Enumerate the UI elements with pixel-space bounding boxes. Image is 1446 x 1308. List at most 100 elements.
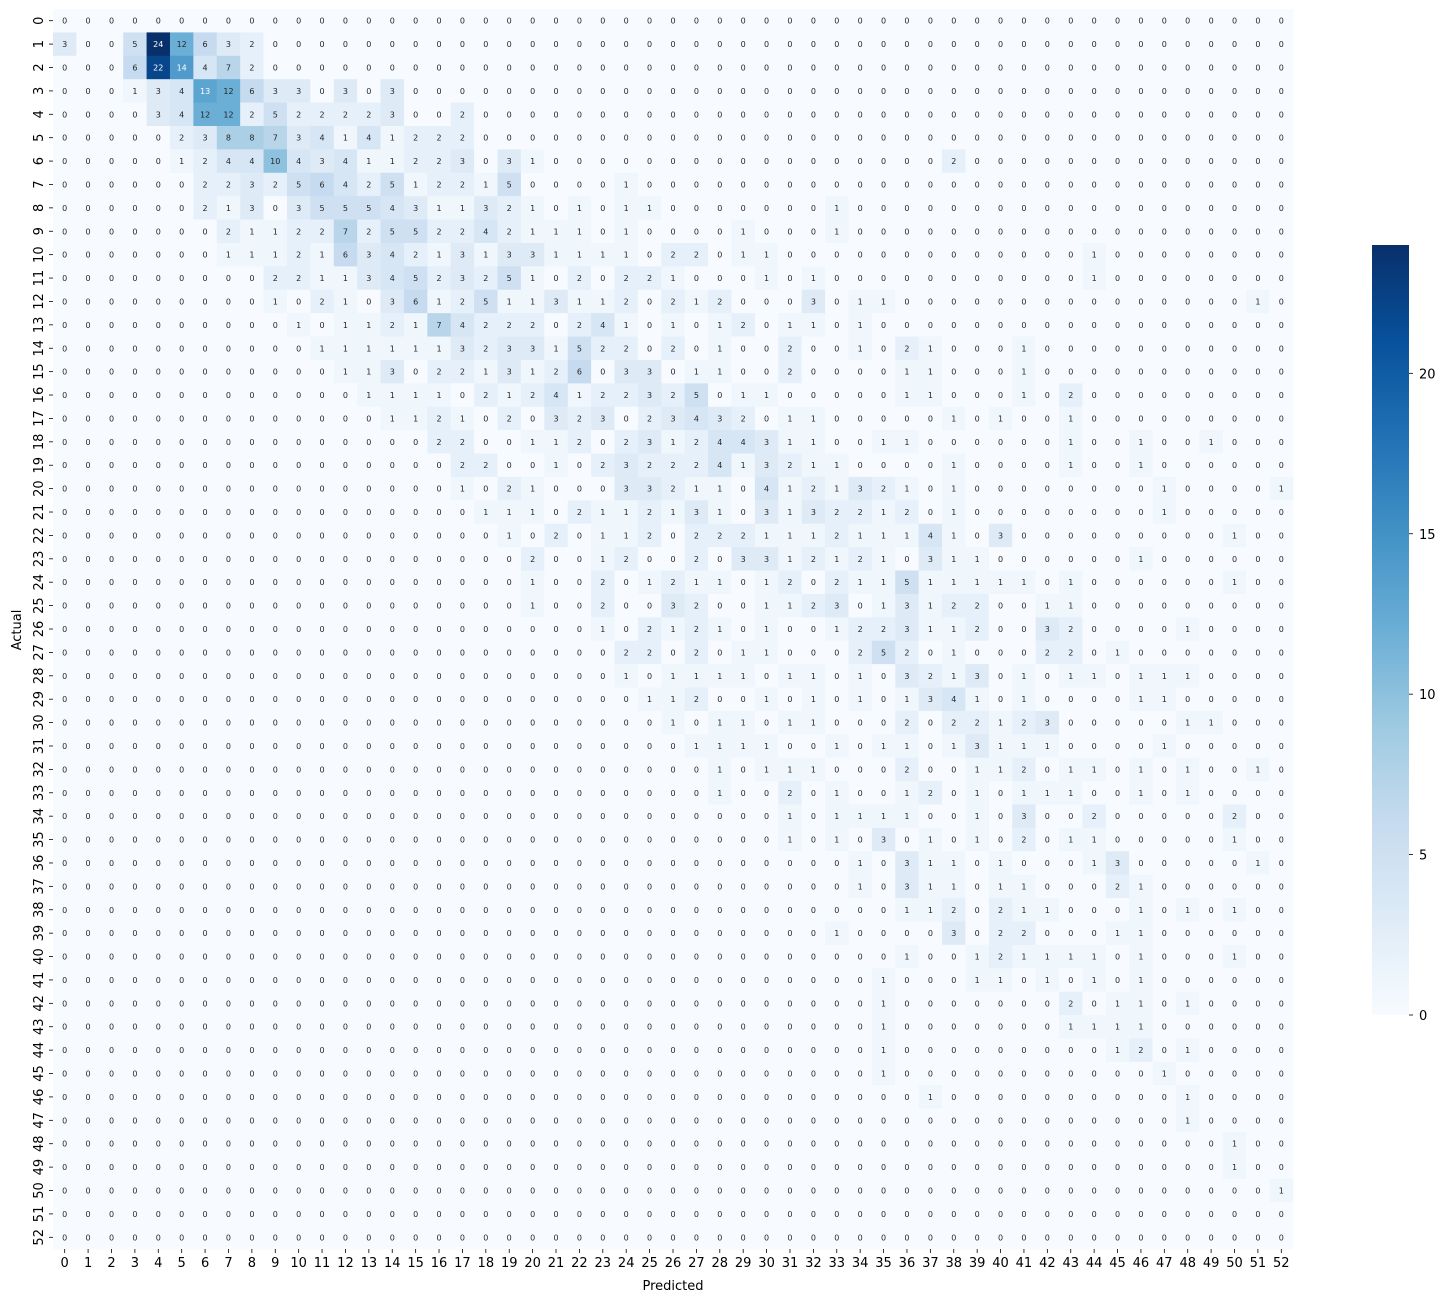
cell-value-label: 1: [1138, 906, 1143, 915]
heatmap-cell: [614, 79, 639, 103]
cell-value-label: 0: [156, 719, 161, 728]
cell-value-label: 0: [1209, 508, 1214, 517]
cell-value-label: 0: [296, 929, 301, 938]
cell-value-label: 0: [483, 695, 488, 704]
cell-value-label: 1: [998, 742, 1003, 751]
cell-value-label: 0: [483, 40, 488, 49]
heatmap-cell: [591, 125, 615, 150]
cell-value-label: 0: [109, 17, 114, 26]
cell-value-label: 0: [1115, 391, 1120, 400]
cell-value-label: 1: [624, 251, 629, 260]
cell-value-label: 0: [1092, 882, 1097, 891]
cell-value-label: 0: [1045, 180, 1050, 189]
cell-value-label: 1: [179, 157, 184, 166]
cell-value-label: 0: [226, 742, 231, 751]
cell-value-label: 0: [179, 672, 184, 681]
heatmap-cell: [1152, 102, 1177, 127]
cell-value-label: 0: [203, 719, 208, 728]
cell-value-label: 1: [741, 251, 746, 260]
heatmap-cell: [614, 55, 639, 80]
cell-value-label: 0: [343, 695, 348, 704]
cell-value-label: 0: [1115, 695, 1120, 704]
heatmap-cell: [1035, 79, 1060, 103]
heatmap-cell: [1082, 79, 1107, 103]
cell-value-label: 0: [109, 274, 114, 283]
cell-value-label: 0: [343, 508, 348, 517]
cell-value-label: 0: [296, 672, 301, 681]
cell-value-label: 1: [670, 508, 675, 517]
cell-value-label: 0: [834, 368, 839, 377]
cell-value-label: 0: [86, 63, 91, 72]
cell-value-label: 0: [413, 906, 418, 915]
cell-value-label: 0: [624, 836, 629, 845]
heatmap-cell: [708, 79, 732, 103]
cell-value-label: 0: [86, 648, 91, 657]
cell-value-label: 0: [249, 859, 254, 868]
cell-value-label: 0: [483, 812, 488, 821]
cell-value-label: 0: [86, 321, 91, 330]
cell-value-label: 0: [413, 953, 418, 962]
cell-value-label: 1: [1232, 906, 1237, 915]
cell-value-label: 0: [975, 274, 980, 283]
cell-value-label: 0: [390, 742, 395, 751]
cell-value-label: 2: [928, 672, 933, 681]
cell-value-label: 0: [858, 157, 863, 166]
cell-value-label: 0: [343, 836, 348, 845]
heatmap-cell: [497, 32, 522, 57]
cell-value-label: 0: [109, 531, 114, 540]
cell-value-label: 0: [483, 134, 488, 143]
cell-value-label: 0: [507, 929, 512, 938]
cell-value-label: 0: [1209, 531, 1214, 540]
cell-value-label: 0: [109, 906, 114, 915]
cell-value-label: 2: [320, 110, 325, 119]
cell-value-label: 0: [553, 63, 558, 72]
cell-value-label: 0: [1209, 17, 1214, 26]
cell-value-label: 0: [834, 344, 839, 353]
cell-value-label: 0: [1162, 134, 1167, 143]
cell-value-label: 0: [507, 765, 512, 774]
heatmap-cell: [988, 149, 1013, 174]
cell-value-label: 0: [507, 134, 512, 143]
cell-value-label: 0: [1185, 555, 1190, 564]
cell-value-label: 1: [834, 204, 839, 213]
cell-value-label: 0: [249, 602, 254, 611]
cell-value-label: 1: [600, 297, 605, 306]
heatmap-cell: [684, 55, 709, 80]
cell-value-label: 0: [390, 765, 395, 774]
cell-value-label: 0: [156, 906, 161, 915]
heatmap-cell: [848, 79, 873, 103]
cell-value-label: 0: [764, 414, 769, 423]
cell-value-label: 3: [647, 391, 652, 400]
cell-value-label: 0: [249, 531, 254, 540]
heatmap-cell: [942, 102, 966, 127]
cell-value-label: 0: [436, 578, 441, 587]
cell-value-label: 2: [436, 274, 441, 283]
cell-value-label: 0: [1209, 40, 1214, 49]
cell-value-label: 0: [741, 204, 746, 213]
cell-value-label: 0: [366, 765, 371, 774]
heatmap-cell: [754, 32, 779, 57]
cell-value-label: 0: [460, 929, 465, 938]
cell-value-label: 0: [413, 555, 418, 564]
cell-value-label: 0: [975, 110, 980, 119]
heatmap-cell: [333, 79, 358, 103]
heatmap-cell: [591, 79, 615, 103]
heatmap-cell: [684, 32, 709, 57]
cell-value-label: 0: [249, 414, 254, 423]
cell-value-label: 0: [483, 485, 488, 494]
cell-value-label: 0: [764, 789, 769, 798]
cell-value-label: 1: [600, 251, 605, 260]
cell-value-label: 1: [436, 204, 441, 213]
cell-value-label: 4: [390, 251, 395, 260]
cell-value-label: 0: [1279, 625, 1284, 634]
heatmap-cell: [403, 102, 428, 127]
cell-value-label: 1: [998, 414, 1003, 423]
cell-value-label: 0: [156, 461, 161, 470]
cell-value-label: 0: [834, 414, 839, 423]
cell-value-label: 0: [787, 648, 792, 657]
cell-value-label: 0: [647, 180, 652, 189]
cell-value-label: 0: [507, 63, 512, 72]
cell-value-label: 0: [1279, 508, 1284, 517]
cell-value-label: 1: [904, 368, 909, 377]
cell-value-label: 0: [834, 297, 839, 306]
